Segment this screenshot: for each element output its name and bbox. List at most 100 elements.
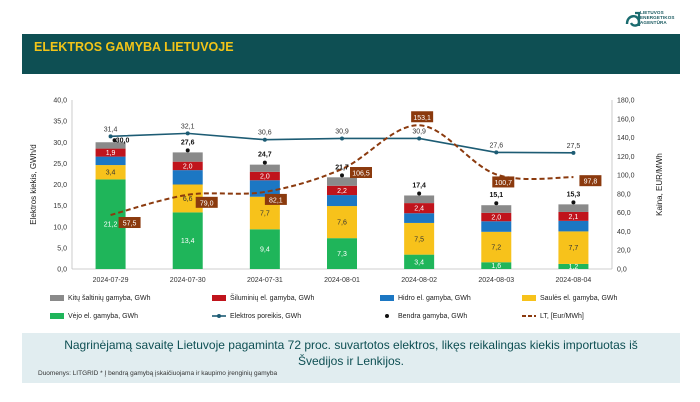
- bar-segment: [172, 212, 203, 269]
- y-tick-label: 25,0: [53, 161, 67, 168]
- x-tick-label: 2024-08-04: [556, 277, 592, 284]
- y2-tick-label: 120,0: [617, 154, 635, 161]
- demand-point: [571, 150, 576, 155]
- y-tick-label: 20,0: [53, 182, 67, 189]
- y2-axis-label: Kaina, EUR/MWh: [655, 153, 664, 216]
- bar-segment: [327, 195, 357, 207]
- bar-segment: [558, 263, 589, 269]
- bar-segment: [481, 231, 512, 263]
- logo-line-3: AGENTŪRA: [640, 20, 667, 26]
- summary-line-1: Nagrinėjamą savaitę Lietuvoje pagaminta …: [64, 338, 638, 352]
- bar-segment: [481, 205, 512, 213]
- price-data-label: 106,5: [352, 171, 370, 178]
- bar-data-label: 2,0: [183, 163, 193, 170]
- source-note: Duomenys: LITGRID * Į bendrą gamybą įska…: [38, 370, 278, 377]
- price-label-box: [195, 196, 218, 208]
- total-point: [494, 201, 499, 206]
- y2-tick-label: 180,0: [617, 98, 635, 105]
- total-point: [262, 160, 267, 165]
- bar-data-label: 13,4: [181, 238, 195, 245]
- bar-segment: [327, 185, 357, 196]
- bar-data-label: 1,2: [569, 264, 579, 271]
- bar-segment: [558, 204, 589, 212]
- y-axis-label: Elektros kiekis, GWh/d: [29, 144, 38, 224]
- bar-segment: [249, 229, 280, 269]
- y-tick-label: 5,0: [57, 245, 67, 252]
- demand-point: [185, 131, 190, 136]
- logo-line-2: ENERGETIKOS: [640, 15, 675, 21]
- bar-segment: [404, 254, 435, 269]
- y2-tick-label: 20,0: [617, 248, 631, 255]
- bar-data-label: 1,6: [491, 263, 501, 270]
- y-tick-label: 30,0: [53, 140, 67, 147]
- logo-line-1: LIETUVOS: [640, 10, 664, 15]
- bar-segment: [172, 152, 203, 162]
- legend-swatch-dot: [217, 314, 221, 318]
- demand-data-label: 30,6: [258, 130, 272, 137]
- total-point: [417, 191, 422, 196]
- legend-swatch: [50, 295, 64, 301]
- x-tick-label: 2024-08-03: [478, 277, 514, 284]
- y2-tick-label: 100,0: [617, 173, 635, 180]
- legend-label: Vėjo el. gamyba, GWh: [68, 313, 138, 320]
- chart-area: 0,0 5,0 10,0 15,0 20,0 25,0 30,0 35,0 40,0 0,0 20,…: [22, 74, 680, 334]
- demand-data-label: 27,5: [567, 143, 581, 150]
- title-band: [22, 34, 680, 74]
- bar-data-label: 6,6: [183, 196, 193, 203]
- bar-data-label: 21,2: [104, 222, 118, 229]
- y2-tick-label: 160,0: [617, 116, 635, 123]
- price-line: [110, 124, 574, 216]
- demand-data-label: 30,9: [335, 128, 349, 135]
- legend-swatch: [50, 313, 64, 319]
- price-label-box: [350, 167, 372, 179]
- bar-data-label: 2,0: [491, 215, 501, 222]
- total-data-label: 15,3: [567, 191, 581, 198]
- demand-point: [417, 136, 422, 141]
- price-label-box: [118, 217, 141, 229]
- bar-segment: [481, 262, 512, 269]
- bar-data-label: 2,0: [260, 174, 270, 181]
- brand-logo: [625, 11, 641, 27]
- demand-point: [340, 136, 344, 141]
- legend-label: Bendra gamyba, GWh: [398, 313, 467, 320]
- bar-segment: [404, 195, 435, 204]
- price-data-label: 82,1: [269, 197, 283, 204]
- bar-data-label: 2,1: [569, 214, 579, 221]
- bar-segment: [404, 203, 435, 214]
- total-point: [340, 173, 344, 178]
- bar-data-label: 7,5: [414, 236, 424, 243]
- bar-data-label: 9,4: [260, 247, 270, 254]
- total-point: [571, 200, 576, 205]
- total-data-label: 21,7: [335, 164, 349, 171]
- price-label-box: [492, 176, 515, 188]
- bar-segment: [95, 148, 126, 157]
- summary-text: Nagrinėjamą savaitę Lietuvoje pagaminta …: [22, 337, 680, 369]
- y-tick-label: 40,0: [53, 98, 67, 105]
- bar-data-label: 7,2: [491, 245, 501, 252]
- bar-segment: [481, 212, 512, 222]
- bar-segment: [558, 211, 589, 221]
- total-data-label: 15,1: [489, 192, 503, 199]
- x-tick-label: 2024-07-31: [247, 277, 283, 284]
- bar-data-label: 7,7: [569, 245, 579, 252]
- bar-segment: [172, 161, 203, 171]
- price-label-box: [411, 111, 434, 123]
- legend-label: Saulės el. gamyba, GWh: [540, 295, 618, 302]
- bar-segment: [95, 142, 126, 149]
- demand-data-label: 32,1: [181, 123, 195, 130]
- legend-label: Elektros poreikis, GWh: [230, 313, 301, 320]
- total-point: [112, 138, 117, 143]
- demand-data-label: 31,4: [104, 126, 118, 133]
- legend-swatch: [212, 295, 226, 301]
- y-tick-label: 0,0: [57, 267, 67, 274]
- bar-segment: [481, 221, 512, 232]
- bar-segment: [327, 238, 357, 269]
- y-tick-label: 15,0: [53, 203, 67, 210]
- bar-data-label: 7,7: [260, 211, 270, 218]
- x-tick-label: 2024-07-29: [93, 277, 129, 284]
- demand-data-label: 27,6: [489, 142, 503, 149]
- bar-data-label: 3,4: [106, 170, 116, 177]
- x-tick-label: 2024-08-02: [401, 277, 437, 284]
- legend-swatch: [385, 314, 389, 318]
- bar-segment: [327, 206, 357, 239]
